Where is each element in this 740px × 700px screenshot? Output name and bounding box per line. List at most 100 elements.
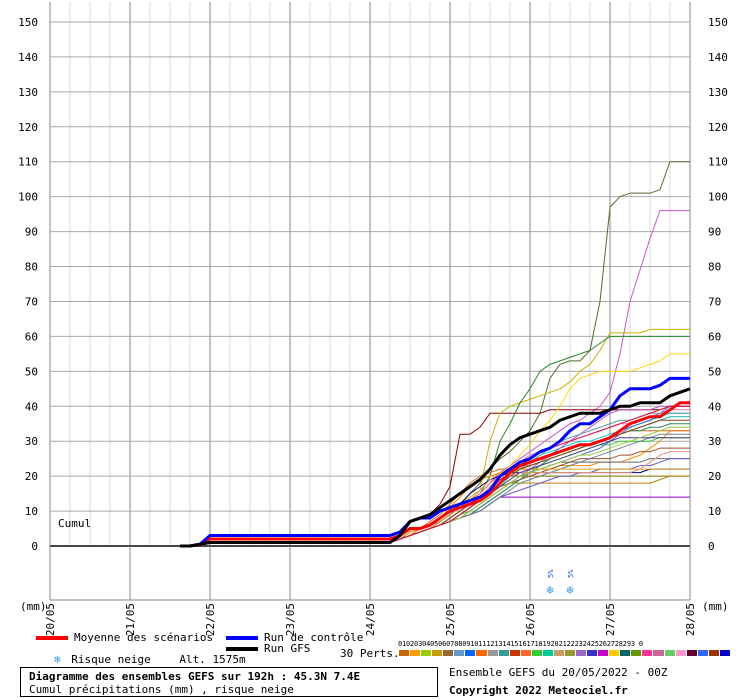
pert-swatch — [642, 650, 653, 656]
pert-swatch — [498, 650, 509, 656]
y-tick-label-left: 70 — [25, 295, 38, 308]
y-tick-label-right: 50 — [708, 365, 721, 378]
info-box: Diagramme des ensembles GEFS sur 192h : … — [20, 667, 438, 697]
grid — [49, 2, 691, 601]
x-tick-label: 27/05 — [604, 603, 617, 636]
cumul-label: Cumul — [58, 517, 91, 530]
pert-swatch — [576, 650, 587, 656]
mm-label-left: (mm) — [20, 600, 47, 613]
pert-swatch — [653, 650, 664, 656]
series-member-29 — [180, 437, 690, 547]
legend-snow-label: Risque neige — [71, 653, 151, 666]
y-axis-left: 0 10 20 30 40 50 60 70 80 90 100 110 120 130 140 150 — [18, 16, 38, 553]
y-tick-label-left: 150 — [18, 16, 38, 29]
legend-control: Run de contrôle — [226, 631, 363, 644]
pert-swatch — [553, 650, 564, 656]
y-tick-label-left: 10 — [25, 505, 38, 518]
pert-swatch — [476, 650, 487, 656]
series-member-13 — [180, 412, 690, 547]
legend-mean-label: Moyenne des scénarios — [74, 631, 214, 644]
x-tick-label: 26/05 — [524, 603, 537, 636]
pert-swatch — [697, 650, 708, 656]
y-tick-label-right: 70 — [708, 295, 721, 308]
y-tick-label-right: 120 — [708, 121, 728, 134]
control-line-swatch — [226, 636, 258, 640]
altitude-label: Alt. 1575m — [179, 653, 246, 666]
x-tick-label: 21/05 — [124, 603, 137, 636]
y-tick-label-left: 20 — [25, 470, 38, 483]
copyright: Copyright 2022 Meteociel.fr — [449, 684, 628, 697]
legend-gfs-label: Run GFS — [264, 642, 311, 655]
y-tick-label-left: 110 — [18, 156, 38, 169]
y-tick-label-left: 140 — [18, 51, 38, 64]
series-member-3 — [180, 161, 690, 547]
legend-mean: Moyenne des scénarios — [36, 631, 213, 644]
pert-swatch — [520, 650, 531, 656]
series-member-12 — [180, 430, 690, 547]
y-tick-label-left: 90 — [25, 226, 38, 239]
snow-percent-label: 5% — [547, 569, 555, 578]
pert-swatch — [399, 650, 410, 656]
pert-swatch — [542, 650, 553, 656]
y-tick-label-right: 60 — [708, 330, 721, 343]
pert-swatch — [675, 650, 686, 656]
legend-gfs: Run GFS — [226, 642, 310, 655]
run-info: Ensemble GEFS du 20/05/2022 - 00Z — [449, 666, 668, 679]
y-tick-label-left: 0 — [31, 540, 38, 553]
pert-swatch — [531, 650, 542, 656]
chart-subtitle: Cumul précipitations (mm) , risque neige — [29, 683, 294, 696]
chart-title: Diagramme des ensembles GEFS sur 192h : … — [29, 670, 361, 683]
series-member-23 — [180, 423, 690, 547]
ensemble-chart: 0 10 20 30 40 50 60 70 80 90 100 110 120 130 140 150 0 1… — [18, 2, 729, 636]
y-tick-label-right: 40 — [708, 400, 721, 413]
y-tick-label-right: 130 — [708, 86, 728, 99]
pert-swatch — [598, 650, 609, 656]
y-tick-label-left: 50 — [25, 365, 38, 378]
x-tick-label: 24/05 — [364, 603, 377, 636]
y-tick-label-left: 80 — [25, 261, 38, 274]
series-member-22 — [180, 430, 690, 547]
series-gfs — [180, 387, 691, 548]
pert-swatch — [443, 650, 454, 656]
x-tick-label: 23/05 — [284, 603, 297, 636]
pert-swatch — [454, 650, 465, 656]
y-axis-right: 0 10 20 30 40 50 60 70 80 90 100 110 120 130 140 150 — [708, 16, 728, 553]
series-member-28 — [180, 451, 690, 547]
y-tick-label-right: 10 — [708, 505, 721, 518]
snowflake-marker-icon: ❄ — [546, 583, 553, 597]
x-tick-label: 20/05 — [44, 603, 57, 636]
pert-swatch — [509, 650, 520, 656]
x-tick-label: 25/05 — [444, 603, 457, 636]
y-tick-label-right: 110 — [708, 156, 728, 169]
y-tick-label-right: 100 — [708, 191, 728, 204]
main-runs — [180, 376, 691, 548]
y-tick-label-right: 90 — [708, 226, 721, 239]
legend-control-label: Run de contrôle — [264, 631, 364, 644]
y-tick-label-left: 40 — [25, 400, 38, 413]
series-member-15 — [180, 437, 690, 547]
y-tick-label-left: 60 — [25, 330, 38, 343]
series-member-21 — [180, 458, 690, 547]
y-tick-label-right: 140 — [708, 51, 728, 64]
y-tick-label-left: 30 — [25, 435, 38, 448]
x-tick-label: 28/05 — [684, 603, 697, 636]
y-tick-label-right: 0 — [708, 540, 715, 553]
mm-label-right: (mm) — [702, 600, 729, 613]
snowflake-marker-icon: ❄ — [566, 583, 573, 597]
series-control — [180, 376, 690, 548]
pert-swatch — [487, 650, 498, 656]
pert-swatch — [719, 650, 730, 656]
series-member-4 — [180, 210, 690, 547]
pert-swatch — [609, 650, 620, 656]
series-member-25 — [180, 433, 690, 547]
snowflake-icon: ❄ — [54, 653, 61, 666]
pert-swatch — [631, 650, 642, 656]
y-tick-label-right: 80 — [708, 261, 721, 274]
pert-numbers: 0102030405060708091011121314151617181920… — [398, 640, 643, 648]
x-tick-label: 22/05 — [204, 603, 217, 636]
pert-swatch — [432, 650, 443, 656]
y-tick-label-right: 30 — [708, 435, 721, 448]
y-tick-label-right: 150 — [708, 16, 728, 29]
series-member-18 — [180, 458, 690, 547]
pert-swatch — [686, 650, 697, 656]
